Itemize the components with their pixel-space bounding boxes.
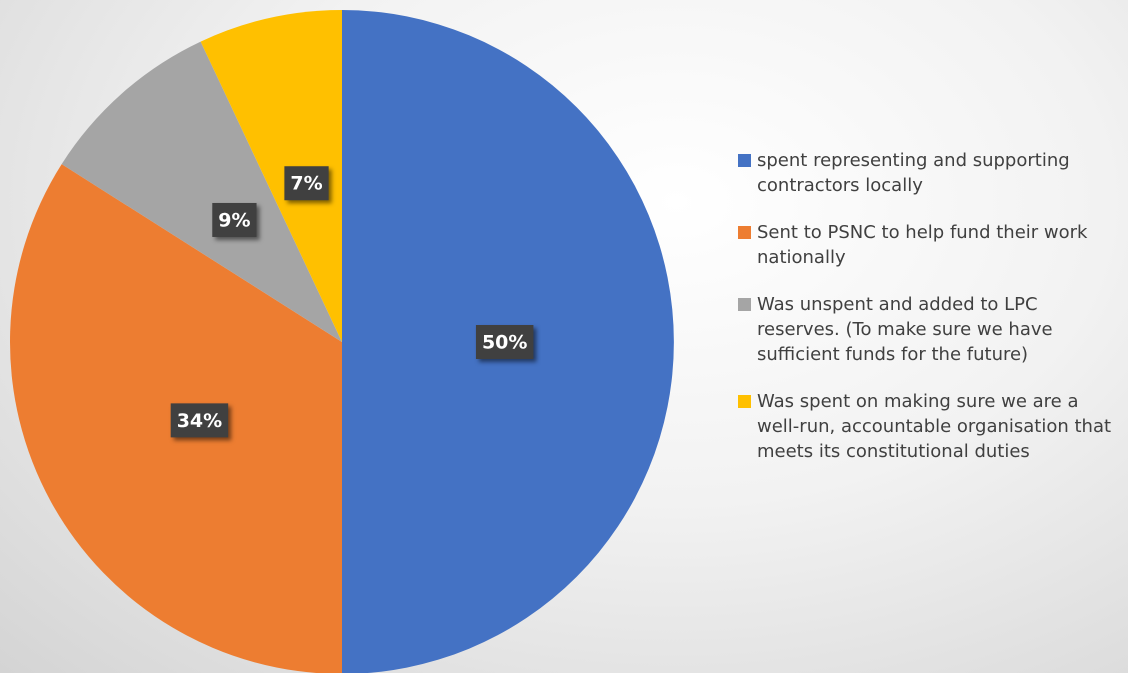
legend-swatch xyxy=(738,298,751,311)
legend-label: Was unspent and added to LPC reserves. (… xyxy=(757,294,1053,365)
data-label-box xyxy=(212,202,257,237)
legend-swatch xyxy=(738,154,751,167)
data-label-box xyxy=(170,403,229,438)
legend-item: Was unspent and added to LPC reserves. (… xyxy=(738,292,1118,367)
legend: spent representing and supporting contra… xyxy=(738,148,1118,486)
data-label-text: 7% xyxy=(290,173,322,195)
legend-label: Sent to PSNC to help fund their work nat… xyxy=(757,222,1088,268)
legend-item: spent representing and supporting contra… xyxy=(738,148,1118,198)
data-label: 34% xyxy=(170,403,229,438)
data-label-box xyxy=(284,166,329,201)
legend-swatch xyxy=(738,395,751,408)
data-label: 50% xyxy=(475,325,534,359)
legend-label: Was spent on making sure we are a well-r… xyxy=(757,391,1112,462)
legend-label: spent representing and supporting contra… xyxy=(757,150,1070,196)
pie-slice xyxy=(200,10,342,342)
legend-swatch xyxy=(738,226,751,239)
data-label: 9% xyxy=(212,202,257,237)
data-label-text: 9% xyxy=(218,209,250,231)
data-label: 7% xyxy=(284,166,329,201)
legend-item: Was spent on making sure we are a well-r… xyxy=(738,389,1118,464)
pie-slice xyxy=(61,41,342,343)
data-label-text: 34% xyxy=(177,410,222,432)
legend-item: Sent to PSNC to help fund their work nat… xyxy=(738,220,1118,270)
data-label-box xyxy=(475,325,534,359)
data-label-text: 50% xyxy=(482,332,527,354)
